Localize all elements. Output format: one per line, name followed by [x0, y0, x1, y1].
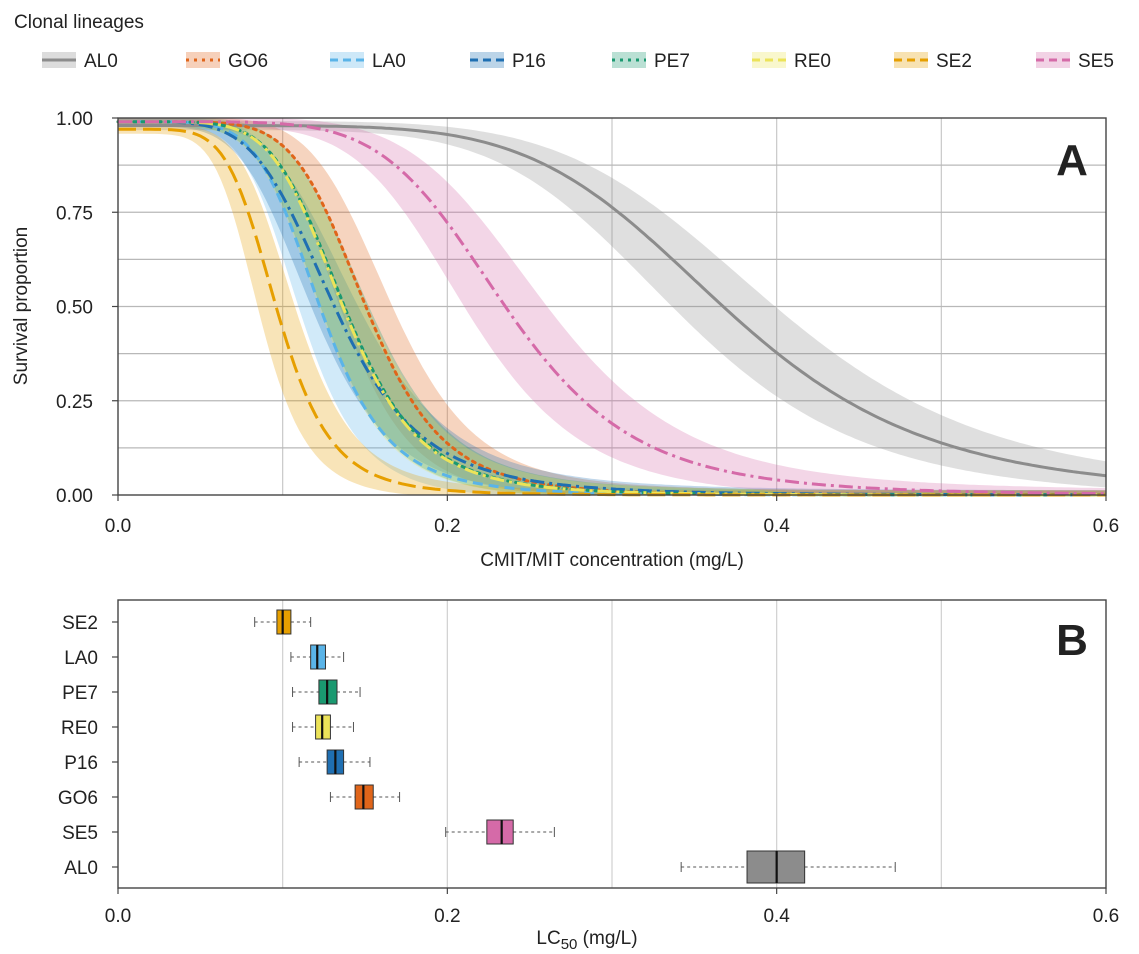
box-se2: SE2 — [62, 609, 312, 635]
panel-b-label: B — [1056, 616, 1088, 665]
category-label: LA0 — [64, 648, 98, 669]
legend-label: PE7 — [654, 51, 690, 72]
box-re0: RE0 — [61, 714, 354, 740]
legend-item-se5: SE5 — [1036, 51, 1114, 72]
legend-item-al0: AL0 — [42, 51, 118, 72]
y-tick-label: 0.00 — [56, 486, 93, 507]
box-p16: P16 — [64, 749, 371, 775]
panel-a-ylabel: Survival proportion — [11, 227, 32, 385]
legend-item-re0: RE0 — [752, 51, 831, 72]
band-la0 — [118, 118, 1106, 495]
x-tick-label: 0.0 — [105, 906, 131, 927]
panel-b-boxes: SE2 LA0 PE7 RE0 P16 GO6 SE5 AL0 — [58, 609, 896, 884]
box-iqr — [276, 609, 292, 635]
legend: Clonal lineages AL0 GO6 LA0 P16 PE7 RE0 SE2 SE5 — [14, 12, 1114, 72]
panel-a-label: A — [1056, 136, 1088, 185]
band-re0 — [118, 118, 1106, 495]
legend-item-se2: SE2 — [894, 51, 972, 72]
panel-b-ticks: 0.0 0.2 0.4 0.6 — [105, 888, 1119, 927]
panel-a: 0.0 0.2 0.4 0.6 0.00 0.25 0.50 0.75 1.00 A CMIT/… — [11, 109, 1119, 571]
panel-b-xlabel-unit: (mg/L) — [577, 928, 637, 949]
x-tick-label: 0.0 — [105, 516, 131, 537]
panel-b-xlabel-main: LC — [536, 928, 560, 949]
legend-label: SE2 — [936, 51, 972, 72]
box-pe7: PE7 — [62, 679, 361, 705]
panel-b-xlabel: LC50 (mg/L) — [536, 928, 637, 949]
category-label: P16 — [64, 753, 98, 774]
x-tick-label: 0.6 — [1093, 516, 1119, 537]
y-tick-label: 0.25 — [56, 392, 93, 413]
band-al0 — [118, 121, 1106, 488]
x-tick-label: 0.4 — [763, 516, 790, 537]
legend-label: GO6 — [228, 51, 268, 72]
box-al0: AL0 — [64, 850, 896, 884]
x-tick-label: 0.4 — [763, 906, 790, 927]
legend-title: Clonal lineages — [14, 12, 144, 33]
category-label: SE2 — [62, 613, 98, 634]
y-tick-label: 0.50 — [56, 298, 93, 319]
legend-item-go6: GO6 — [186, 51, 268, 72]
panel-a-xlabel: CMIT/MIT concentration (mg/L) — [480, 550, 744, 571]
legend-label: RE0 — [794, 51, 831, 72]
panel-a-grid — [118, 118, 1106, 495]
panel-b-grid — [282, 600, 942, 888]
legend-items: AL0 GO6 LA0 P16 PE7 RE0 SE2 SE5 — [42, 51, 1114, 72]
band-pe7 — [118, 118, 1106, 495]
curve-se5 — [118, 120, 1106, 496]
band-p16 — [118, 118, 1106, 495]
panel-a-ticks: 0.0 0.2 0.4 0.6 0.00 0.25 0.50 0.75 1.00 — [56, 109, 1119, 537]
category-label: PE7 — [62, 683, 98, 704]
box-la0: LA0 — [64, 644, 345, 670]
y-tick-label: 0.75 — [56, 203, 93, 224]
x-tick-label: 0.2 — [434, 906, 460, 927]
legend-item-la0: LA0 — [330, 51, 406, 72]
category-label: RE0 — [61, 718, 98, 739]
panel-b-xlabel-sub: 50 — [561, 936, 578, 949]
x-tick-label: 0.6 — [1093, 906, 1119, 927]
legend-label: LA0 — [372, 51, 406, 72]
box-se5: SE5 — [62, 819, 555, 845]
legend-label: AL0 — [84, 51, 118, 72]
legend-label: P16 — [512, 51, 546, 72]
category-label: GO6 — [58, 788, 98, 809]
y-tick-label: 1.00 — [56, 109, 93, 130]
band-se5 — [118, 118, 1106, 495]
box-iqr — [486, 819, 514, 845]
x-tick-label: 0.2 — [434, 516, 460, 537]
legend-label: SE5 — [1078, 51, 1114, 72]
legend-item-pe7: PE7 — [612, 51, 690, 72]
panel-b-frame — [117, 599, 1107, 889]
category-label: SE5 — [62, 823, 98, 844]
category-label: AL0 — [64, 858, 98, 879]
legend-item-p16: P16 — [470, 51, 546, 72]
panel-a-bands — [118, 118, 1106, 496]
band-se2 — [118, 124, 1106, 496]
curve-al0 — [118, 124, 1107, 478]
box-go6: GO6 — [58, 784, 401, 810]
